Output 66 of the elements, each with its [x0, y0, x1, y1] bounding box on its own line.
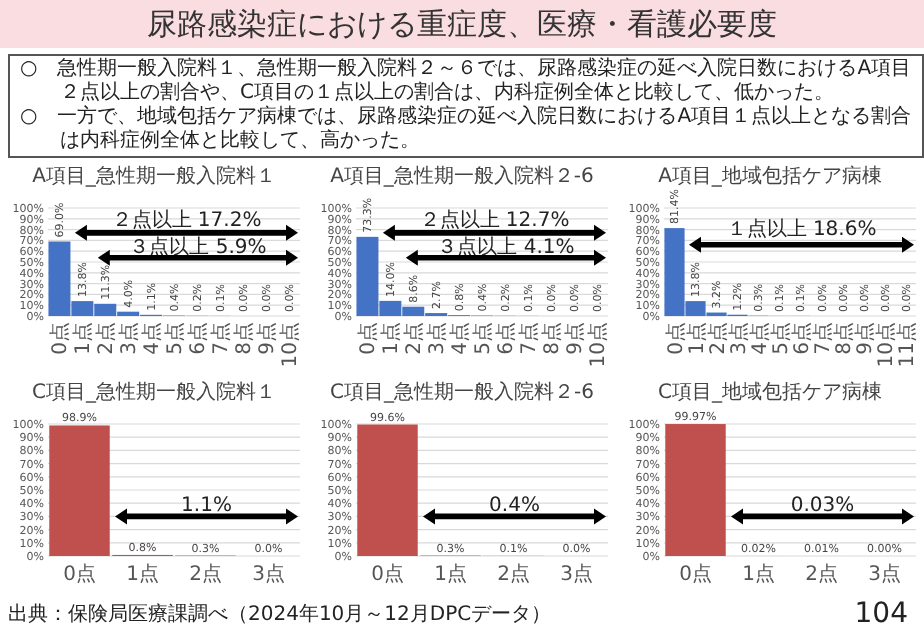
x-tick-label: 6点 — [493, 322, 518, 355]
chart-title: A項目_地域包括ケア病棟 — [658, 164, 882, 188]
x-tick-label: 1点 — [126, 562, 159, 586]
x-tick-label: 1点 — [684, 322, 709, 355]
x-tick-label: 4点 — [448, 322, 473, 355]
text: ○ 急性期一般入院料１、急性期一般入院料２～６では、尿路感染症の延べ入院日数におけるA項目２点以上の割合や、C項目の１点以上の割合は、内科症例全体と比較して、低かった。 — [20, 58, 912, 105]
text: 104 — [854, 596, 908, 632]
x-tick-label: 2点 — [402, 322, 427, 355]
x-tick-label: 2点 — [497, 562, 530, 586]
x-tick-label: 4点 — [140, 322, 165, 355]
x-tick-label: 8点 — [831, 322, 856, 355]
x-tick-label: 10点 — [585, 322, 610, 368]
chart-title: C項目_急性期一般入院料２-6 — [330, 380, 594, 404]
chart-title: C項目_急性期一般入院料１ — [32, 380, 276, 404]
bar — [357, 424, 418, 556]
x-tick-label: 10点 — [873, 322, 898, 368]
annotation: 0.4% — [489, 495, 540, 518]
chart-title: C項目_地域包括ケア病棟 — [658, 380, 882, 404]
annotation: ２点以上 17.2% — [111, 207, 262, 232]
x-tick-label: 3点 — [425, 322, 450, 355]
source-note: 出典：保険局医療課調べ（2024年10月～12月DPCデータ） — [8, 604, 552, 628]
text: ○ 一方で、地域包括ケア病棟では、尿路感染症の延べ入院日数におけるA項目１点以上となる割合は内科症例全体と比較して、高かった。 — [20, 106, 912, 154]
x-tick-label: 3点 — [252, 562, 285, 586]
x-tick-label: 0点 — [679, 562, 712, 586]
x-tick-label: 6点 — [789, 322, 814, 355]
x-tick-label: 9点 — [254, 322, 279, 355]
x-tick-label: 9点 — [562, 322, 587, 355]
annotation: １点以上 18.6% — [726, 217, 877, 242]
x-tick-label: 1点 — [379, 322, 404, 355]
x-tick-label: 3点 — [868, 562, 901, 586]
x-tick-label: 4点 — [747, 322, 772, 355]
x-tick-label: 0点 — [371, 562, 404, 586]
x-tick-label: 8点 — [231, 322, 256, 355]
text: 尿路感染症における重症度、医療・看護必要度 — [0, 0, 924, 48]
x-tick-label: 0点 — [663, 322, 688, 355]
x-tick-label: 2点 — [94, 322, 119, 355]
x-tick-label: 5点 — [471, 322, 495, 355]
x-tick-label: 8点 — [539, 322, 564, 355]
x-tick-label: 0点 — [63, 562, 96, 586]
x-tick-label: 5点 — [163, 322, 187, 355]
x-tick-label: 7点 — [208, 322, 233, 355]
chart-title: A項目_急性期一般入院料１ — [32, 164, 276, 188]
annotation: 1.1% — [181, 495, 232, 518]
x-tick-label: 3点 — [560, 562, 593, 586]
x-tick-label: 5点 — [768, 322, 793, 355]
x-tick-label: 1点 — [742, 562, 775, 586]
x-tick-label: 0点 — [356, 322, 381, 355]
x-tick-label: 3点 — [117, 322, 142, 355]
annotation: ２点以上 12.7% — [419, 207, 570, 232]
chart-title: A項目_急性期一般入院料２-6 — [330, 164, 594, 188]
annotation: ３点以上 4.1% — [437, 234, 575, 259]
x-tick-label: 7点 — [810, 322, 835, 355]
x-tick-label: 11点 — [894, 322, 919, 368]
annotation: ３点以上 5.9% — [129, 234, 267, 259]
x-tick-label: 10点 — [277, 322, 302, 368]
x-tick-label: 3点 — [726, 322, 751, 355]
x-tick-label: 1点 — [434, 562, 467, 586]
x-tick-label: 6点 — [185, 322, 210, 355]
x-tick-label: 2点 — [189, 562, 222, 586]
x-tick-label: 7点 — [516, 322, 541, 355]
x-tick-label: 2点 — [805, 562, 838, 586]
x-tick-label: 9点 — [852, 322, 877, 355]
x-tick-label: 2点 — [705, 322, 730, 355]
x-tick-label: 1点 — [71, 322, 96, 355]
x-tick-label: 0点 — [48, 322, 73, 355]
annotation: 0.03% — [790, 495, 855, 518]
